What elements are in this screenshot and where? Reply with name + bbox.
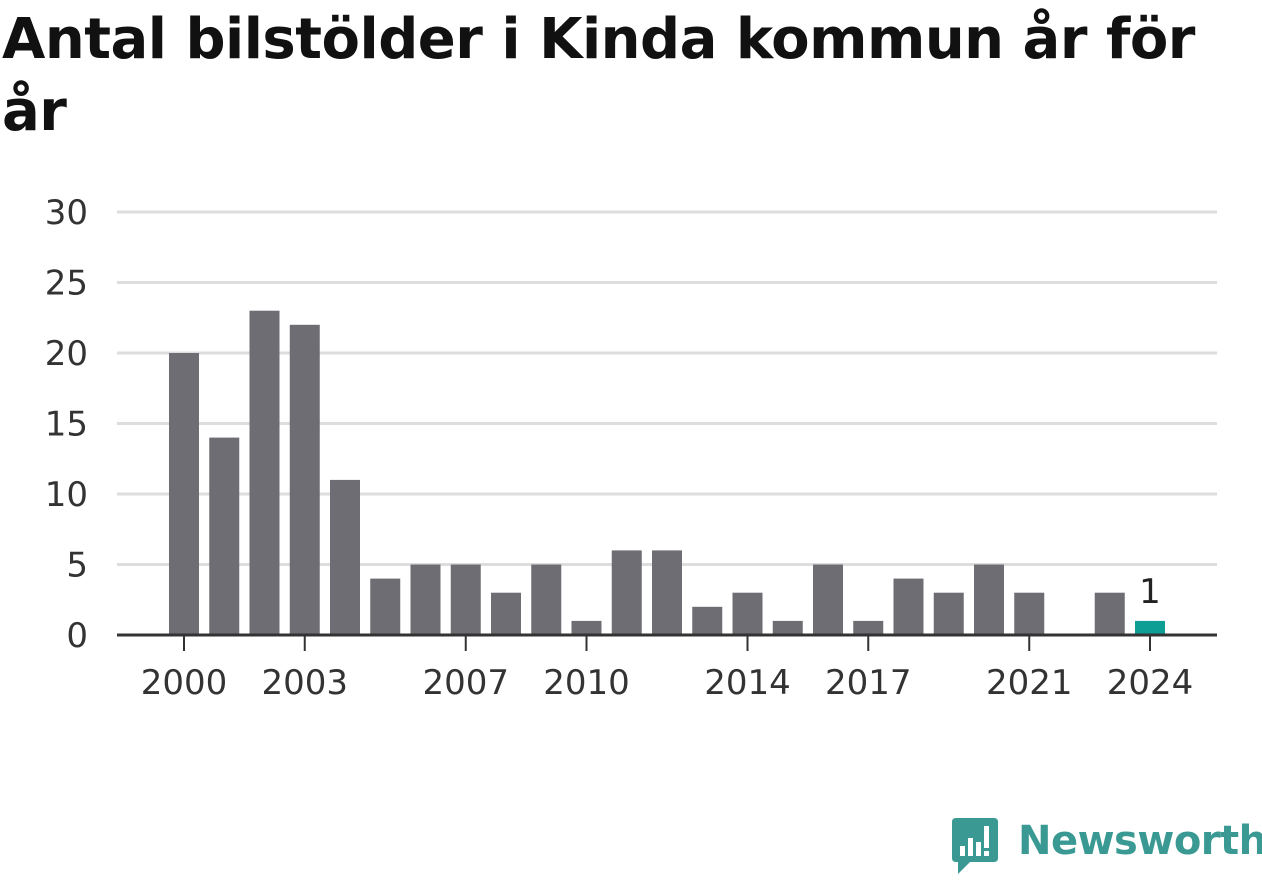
x-tick-label-2017: 2017 [825, 663, 912, 703]
data-labels: 1 [1139, 572, 1161, 612]
x-tick-label-2007: 2007 [422, 663, 509, 703]
data-label-2024: 1 [1139, 572, 1161, 612]
bar-2023 [1094, 592, 1125, 635]
bar-2015 [772, 620, 803, 635]
bar-2019 [933, 592, 964, 635]
y-tick-label-0: 0 [66, 616, 88, 656]
bar-2011 [611, 550, 642, 635]
bar-2002 [249, 310, 280, 635]
bar-2008 [491, 592, 521, 635]
x-tick-label-2000: 2000 [141, 663, 228, 703]
bar-2007 [450, 564, 481, 635]
x-tick-label-2021: 2021 [986, 663, 1073, 703]
bar-2024 [1135, 620, 1165, 635]
bar-2013 [692, 606, 723, 635]
bar-2020 [974, 564, 1004, 635]
bar-2005 [370, 578, 401, 635]
x-tick-label-2003: 2003 [261, 663, 348, 703]
bar-2018 [893, 578, 924, 635]
bar-2017 [853, 620, 884, 635]
y-tick-label-5: 5 [66, 546, 88, 586]
x-tick-label-2010: 2010 [543, 663, 630, 703]
y-tick-label-15: 15 [45, 405, 88, 445]
y-tick-label-10: 10 [45, 475, 88, 515]
bar-2001 [209, 437, 240, 635]
bar-2021 [1014, 592, 1045, 635]
bars [169, 310, 1165, 635]
bar-2010 [571, 620, 602, 635]
bar-2014 [732, 592, 763, 635]
grid-lines [117, 210, 1217, 566]
x-tick-label-2014: 2014 [704, 663, 791, 703]
bar-2009 [531, 564, 562, 635]
bar-2003 [289, 324, 320, 635]
bar-2006 [410, 564, 441, 635]
bar-chart-speech-bubble-icon [952, 818, 998, 874]
y-axis-tick-labels: 0 5 10 15 20 25 30 [45, 193, 88, 656]
bar-2004 [330, 479, 360, 635]
bar-2000 [169, 353, 199, 635]
y-tick-label-25: 25 [45, 264, 88, 304]
y-tick-label-30: 30 [45, 193, 88, 233]
bar-2012 [652, 550, 682, 635]
chart-title: Antal bilstölder i Kinda kommun år för å… [2, 7, 1195, 144]
bar-2016 [813, 564, 843, 635]
x-tick-label-2024: 2024 [1107, 663, 1194, 703]
x-axis-ticks: 2000 2003 2007 2010 2014 2017 2021 2024 [141, 635, 1194, 703]
brand-name: Newsworthy [1018, 818, 1262, 864]
y-tick-label-20: 20 [45, 334, 88, 374]
